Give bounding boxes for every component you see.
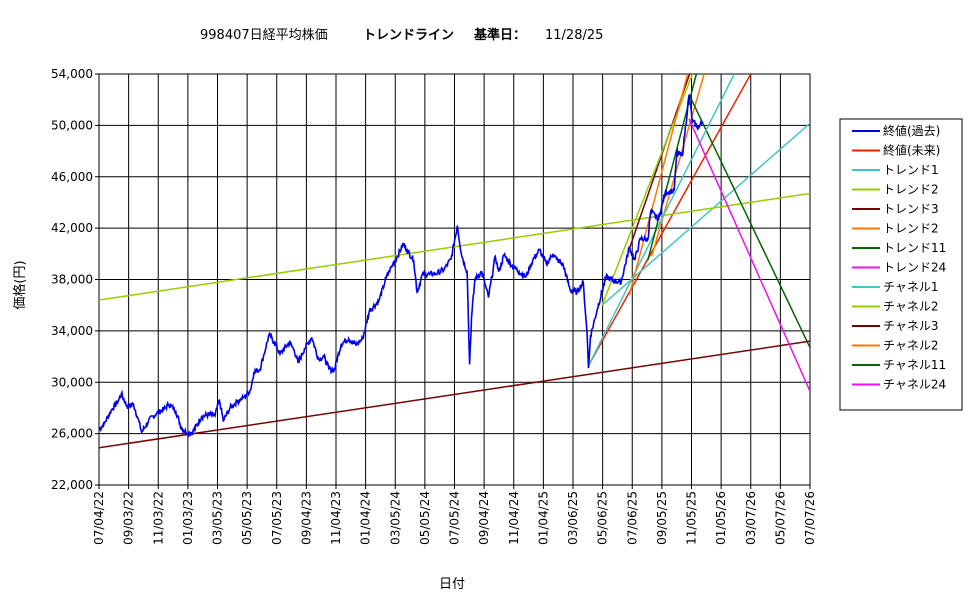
legend-box [839, 118, 963, 411]
series-close-past [99, 94, 704, 438]
series-line-5 [650, 74, 705, 257]
y-tick-label: 46,000 [51, 170, 93, 184]
x-tick-label: 09/04/24 [477, 491, 491, 545]
x-tick-label: 07/05/24 [448, 491, 462, 545]
x-tick-label: 07/05/23 [270, 491, 284, 545]
x-tick-label: 07/04/22 [92, 491, 106, 545]
x-tick-label: 05/05/24 [418, 491, 432, 545]
series-line-8 [587, 74, 735, 366]
legend-label-1: 終値(未来) [883, 143, 940, 158]
x-tick-label: 03/05/23 [211, 491, 225, 545]
series-line-1 [587, 74, 752, 366]
x-tick-label: 11/04/24 [507, 491, 521, 545]
y-tick-label: 22,000 [51, 478, 93, 492]
legend-label-6: トレンド11 [883, 241, 946, 255]
x-tick-label: 03/06/25 [566, 491, 580, 545]
legend-label-8: チャネル1 [883, 280, 939, 294]
series-line-3 [99, 192, 810, 301]
y-axis-label: 価格(円) [12, 260, 28, 309]
legend-label-11: チャネル2 [883, 339, 939, 353]
x-tick-label: 03/07/26 [744, 491, 758, 545]
legend-label-7: トレンド24 [883, 261, 946, 275]
y-tick-label: 26,000 [51, 427, 93, 441]
legend-label-0: 終値(過去) [883, 123, 940, 138]
x-tick-label: 05/05/23 [240, 491, 254, 545]
series-line-6 [688, 94, 810, 348]
legend-label-12: チャネル11 [883, 358, 946, 372]
x-tick-label: 11/05/25 [685, 491, 699, 545]
legend-label-5: トレンド2 [883, 222, 939, 236]
x-tick-label: 09/03/22 [122, 491, 136, 545]
legend: 終値(過去) 終値(未来) トレンド1 トレンド2 トレンド3 トレンド2 トレンド11 トレ… [852, 123, 946, 392]
x-tick-label: 07/07/26 [803, 491, 817, 545]
legend-label-4: トレンド3 [883, 202, 939, 216]
chart-title-trendline: トレンドライン [363, 28, 454, 43]
series-line-10 [99, 340, 810, 449]
x-tick-label: 03/05/24 [388, 491, 402, 545]
chart-title-base-label: 基準日： [473, 27, 526, 43]
chart-title-code-name: 998407日経平均株価 [200, 28, 328, 43]
y-tick-labels: 22,000 26,000 30,000 34,000 38,000 42,000 46,0… [51, 67, 99, 492]
x-tick-label: 07/06/25 [625, 491, 639, 545]
y-tick-label: 30,000 [51, 375, 93, 389]
x-tick-label: 05/06/25 [596, 491, 610, 545]
x-tick-label: 01/04/25 [536, 491, 550, 545]
x-axis-label: 日付 [439, 577, 465, 592]
y-tick-label: 34,000 [51, 324, 93, 338]
y-tick-label: 54,000 [51, 67, 93, 81]
y-tick-label: 42,000 [51, 221, 93, 235]
legend-label-13: チャネル24 [883, 378, 946, 392]
x-tick-label: 01/05/26 [714, 491, 728, 545]
series-group [99, 74, 810, 449]
x-tick-labels: 07/04/22 09/03/22 11/03/22 01/03/23 03/05/23… [92, 485, 817, 545]
legend-label-10: チャネル3 [883, 319, 939, 333]
series-line-11 [628, 74, 689, 296]
legend-label-3: トレンド2 [883, 183, 939, 197]
x-tick-label: 11/04/23 [329, 491, 343, 545]
legend-label-2: トレンド1 [883, 163, 939, 177]
x-tick-label: 09/05/25 [655, 491, 669, 545]
legend-label-9: チャネル2 [883, 300, 939, 314]
series-line-13 [688, 118, 810, 392]
x-tick-label: 11/03/22 [151, 491, 165, 545]
x-tick-label: 05/07/26 [773, 491, 787, 545]
y-tick-label: 50,000 [51, 118, 93, 132]
x-tick-label: 09/04/23 [299, 491, 313, 545]
chart-title-base-date: 11/28/25 [545, 28, 603, 43]
x-tick-label: 01/03/23 [181, 491, 195, 545]
x-tick-label: 01/04/24 [359, 491, 373, 545]
y-tick-label: 38,000 [51, 273, 93, 287]
